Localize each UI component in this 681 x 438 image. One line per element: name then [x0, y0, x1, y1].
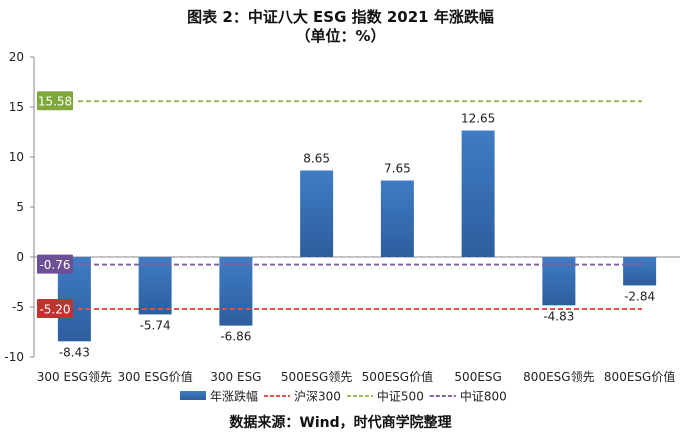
- legend-label: 中证800: [460, 389, 507, 404]
- y-tick-label: 0: [16, 250, 24, 264]
- bar: [219, 257, 253, 326]
- legend-swatch: [180, 391, 206, 400]
- x-tick-label: 800ESG领先: [523, 370, 594, 384]
- bar: [623, 257, 657, 286]
- data-label: -8.43: [59, 345, 90, 359]
- legend-label: 中证500: [377, 389, 424, 404]
- bar: [461, 130, 495, 257]
- chart-subtitle: （单位：%）: [295, 27, 386, 45]
- x-tick-label: 300 ESG领先: [37, 370, 112, 384]
- x-tick-label: 500ESG价值: [362, 369, 433, 384]
- legend-label: 沪深300: [294, 390, 341, 404]
- y-tick-label: 5: [16, 200, 24, 214]
- bar: [138, 257, 172, 315]
- y-tick-label: -10: [4, 350, 24, 364]
- data-label: -5.74: [140, 318, 171, 332]
- data-label: 7.65: [384, 162, 411, 176]
- x-tick-label: 500ESG: [454, 370, 501, 384]
- reference-label: -0.76: [39, 258, 70, 272]
- x-tick-label: 300 ESG价值: [118, 369, 193, 384]
- reference-label-box: [37, 254, 73, 274]
- reference-label: -5.20: [39, 303, 70, 317]
- reference-label-box: [37, 299, 73, 318]
- x-tick-label: 800ESG价值: [604, 369, 675, 384]
- bar: [380, 180, 414, 257]
- data-label: -6.86: [220, 330, 251, 344]
- x-tick-label: 500ESG领先: [281, 370, 352, 384]
- legend-label: 年涨跌幅: [210, 389, 258, 404]
- data-label: 12.65: [461, 112, 495, 126]
- x-tick-label: 300 ESG: [210, 370, 261, 384]
- chart-title: 图表 2：中证八大 ESG 指数 2021 年涨跌幅: [187, 8, 494, 26]
- reference-label-box: [37, 91, 73, 111]
- data-label: -4.83: [543, 309, 574, 323]
- y-tick-label: 15: [9, 100, 24, 114]
- y-tick-label: 20: [9, 50, 24, 64]
- reference-label: 15.58: [38, 95, 72, 109]
- data-label: -2.84: [624, 289, 655, 303]
- y-tick-label: -5: [12, 300, 24, 314]
- bar: [300, 170, 334, 257]
- y-tick-label: 10: [9, 150, 24, 164]
- source-note: 数据来源：Wind，时代商学院整理: [229, 415, 452, 431]
- data-label: 8.65: [303, 152, 330, 166]
